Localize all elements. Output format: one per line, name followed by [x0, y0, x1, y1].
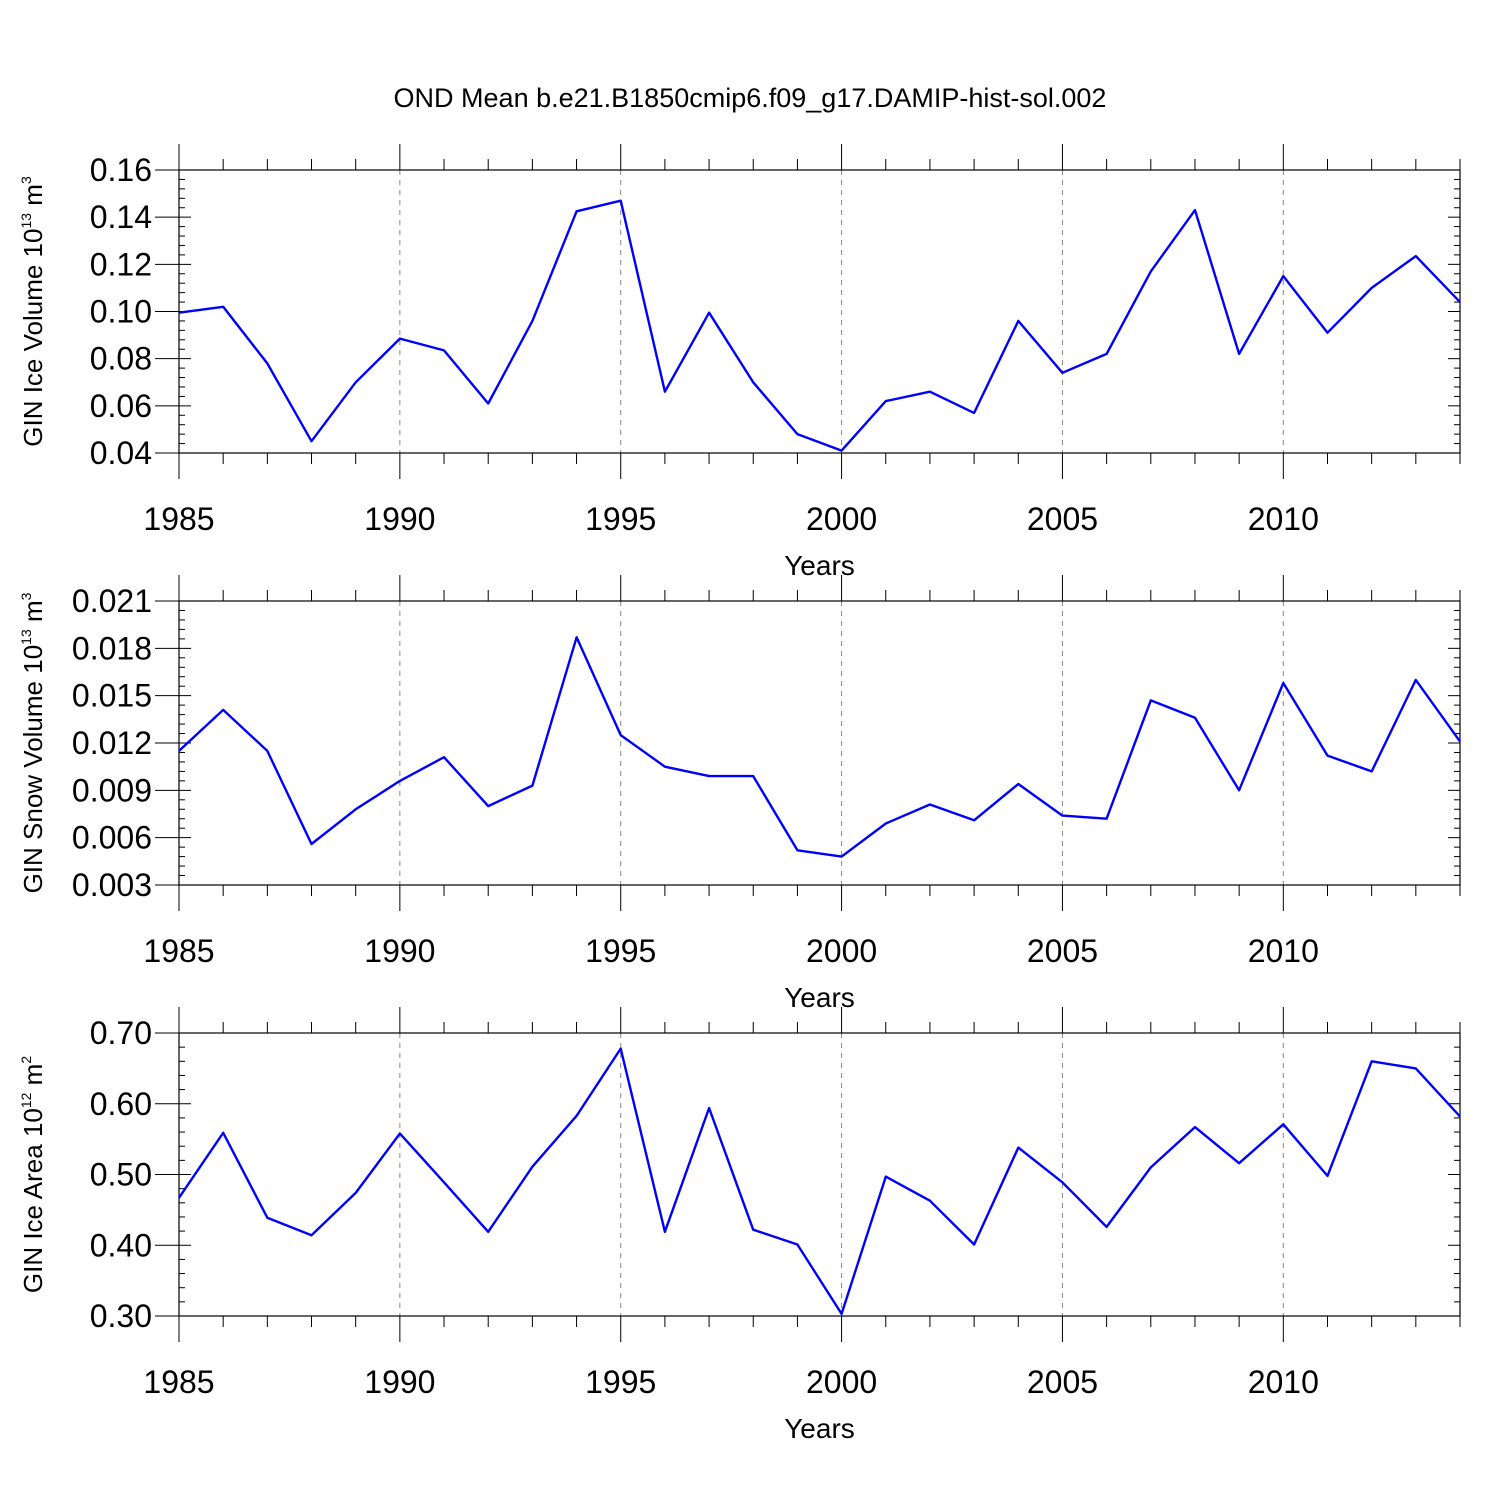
x-tick-label: 2010 [1248, 1364, 1319, 1400]
x-tick-label: 1990 [364, 501, 435, 537]
y-tick-label: 0.003 [72, 867, 152, 903]
panel-3: 1985 1990 1995 2000 2005 2010 0.30 0.40 0.50 0.60… [18, 1007, 1461, 1444]
panel-2: 1985 1990 1995 2000 2005 2010 0.003 0.006 0.009 0… [18, 575, 1461, 1013]
x-axis-label: Years [784, 550, 855, 581]
x-axis-label: Years [784, 1413, 855, 1444]
plot-frame [178, 1032, 1461, 1317]
y-tick-label: 0.12 [90, 246, 152, 282]
x-tick-label: 1985 [143, 501, 214, 537]
y-tick-label: 0.50 [90, 1157, 152, 1193]
panel-1: 1985 1990 1995 2000 2005 2010 0.04 0.06 0.08 0.10… [18, 144, 1461, 581]
y-tick-label: 0.14 [90, 199, 152, 235]
y-tick-label: 0.30 [90, 1298, 152, 1334]
plot-frame [178, 169, 1461, 454]
y-tick-label: 0.021 [72, 583, 152, 619]
x-tick-label: 2010 [1248, 501, 1319, 537]
x-tick-label: 1985 [143, 1364, 214, 1400]
series-line [178, 199, 1461, 452]
y-tick-label: 0.009 [72, 772, 152, 808]
y-tick-label: 0.40 [90, 1227, 152, 1263]
x-tick-label: 1995 [585, 933, 656, 969]
series-line [178, 636, 1461, 858]
x-tick-label: 1990 [364, 933, 435, 969]
y-axis-label: GIN Ice Area 1012 m2 [18, 1056, 48, 1293]
x-tick-label: 2005 [1027, 501, 1098, 537]
y-tick-label: 0.012 [72, 725, 152, 761]
y-tick-label: 0.70 [90, 1015, 152, 1051]
y-tick-label: 0.08 [90, 341, 152, 377]
panels: 1985 1990 1995 2000 2005 2010 0.04 0.06 0.08 0.10… [18, 144, 1461, 1444]
x-tick-label: 2000 [806, 933, 877, 969]
x-tick-label: 1985 [143, 933, 214, 969]
x-tick-label: 2000 [806, 1364, 877, 1400]
x-tick-label: 2005 [1027, 1364, 1098, 1400]
figure-title: OND Mean b.e21.B1850cmip6.f09_g17.DAMIP-… [394, 83, 1107, 113]
x-tick-label: 2010 [1248, 933, 1319, 969]
y-tick-label: 0.16 [90, 152, 152, 188]
y-axis-label: GIN Snow Volume 1013 m3 [18, 592, 48, 893]
y-tick-label: 0.006 [72, 820, 152, 856]
x-tick-label: 1995 [585, 501, 656, 537]
plot-frame [178, 600, 1461, 886]
x-tick-label: 1990 [364, 1364, 435, 1400]
x-tick-label: 2000 [806, 501, 877, 537]
x-axis-label: Years [784, 982, 855, 1013]
y-axis-label: GIN Ice Volume 1013 m3 [18, 176, 48, 447]
y-tick-label: 0.015 [72, 678, 152, 714]
y-tick-label: 0.04 [90, 435, 152, 471]
y-tick-label: 0.06 [90, 388, 152, 424]
x-tick-label: 2005 [1027, 933, 1098, 969]
series-line [178, 1047, 1461, 1316]
y-tick-label: 0.10 [90, 294, 152, 330]
y-tick-label: 0.018 [72, 630, 152, 666]
x-tick-label: 1995 [585, 1364, 656, 1400]
y-tick-label: 0.60 [90, 1086, 152, 1122]
